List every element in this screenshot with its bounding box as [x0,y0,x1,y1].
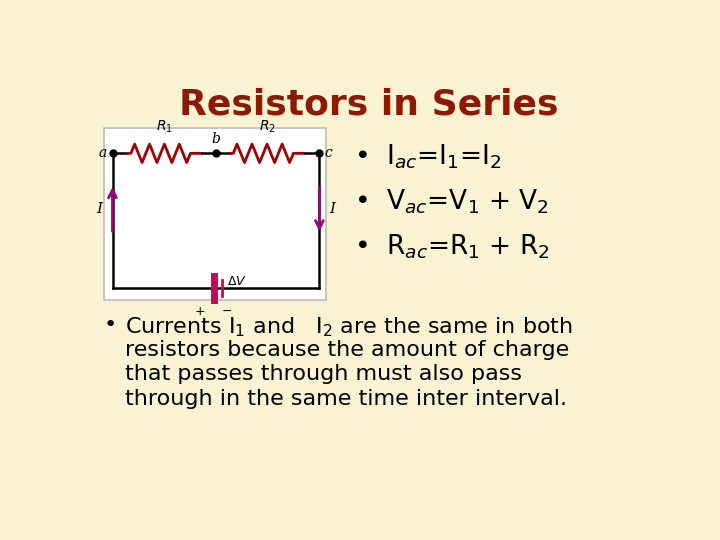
Text: •  R$_{ac}$=R$_1$ + R$_2$: • R$_{ac}$=R$_1$ + R$_2$ [354,232,549,261]
Text: $R_1$: $R_1$ [156,118,173,135]
Text: that passes through must also pass: that passes through must also pass [125,364,522,384]
Text: c: c [325,146,333,160]
Text: Currents I$_1$ and   I$_2$ are the same in both: Currents I$_1$ and I$_2$ are the same in… [125,315,572,339]
Text: through in the same time inter interval.: through in the same time inter interval. [125,389,567,409]
Text: Resistors in Series: Resistors in Series [179,88,559,122]
Text: •  V$_{ac}$=V$_1$ + V$_2$: • V$_{ac}$=V$_1$ + V$_2$ [354,187,549,216]
Text: •  I$_{ac}$=I$_1$=I$_2$: • I$_{ac}$=I$_1$=I$_2$ [354,143,501,172]
Text: resistors because the amount of charge: resistors because the amount of charge [125,340,569,360]
Text: b: b [211,132,220,146]
Text: $\Delta V$: $\Delta V$ [227,275,247,288]
Text: I: I [96,202,102,216]
Text: •: • [104,315,117,335]
Text: $R_2$: $R_2$ [258,118,276,135]
Text: +: + [195,305,206,318]
Text: I: I [330,202,336,216]
Text: −: − [222,305,232,318]
Bar [104,128,326,300]
Text: a: a [99,146,107,160]
